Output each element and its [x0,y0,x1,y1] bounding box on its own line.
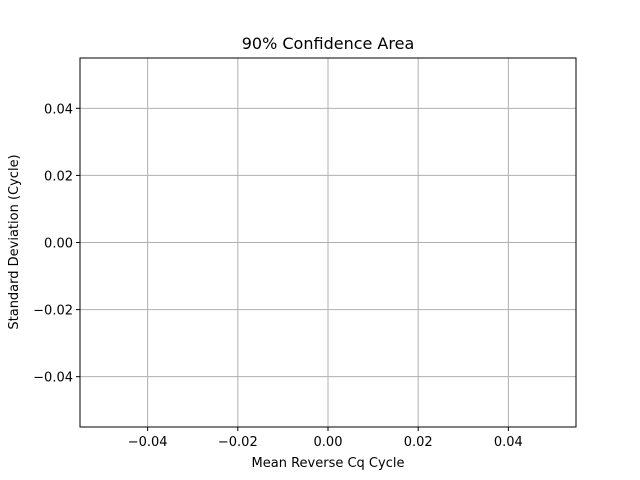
grid [80,58,576,427]
y-axis-label: Standard Deviation (Cycle) [7,154,22,329]
y-tick-label: 0.04 [44,102,73,117]
x-tick-label: −0.02 [218,435,258,450]
y-axis: 0.04 0.02 0.00 −0.02 −0.04 [33,102,80,386]
x-tick-label: −0.04 [128,435,168,450]
y-tick-label: 0.02 [44,169,73,184]
chart-title: 90% Confidence Area [242,34,415,53]
y-tick-label: −0.02 [33,304,73,319]
x-axis-label: Mean Reverse Cq Cycle [252,456,405,471]
y-tick-label: −0.04 [33,371,73,386]
x-tick-label: 0.04 [494,435,523,450]
y-tick-label: 0.00 [44,237,73,252]
x-tick-label: 0.00 [314,435,343,450]
x-axis: −0.04 −0.02 0.00 0.02 0.04 [128,427,523,450]
x-tick-label: 0.02 [404,435,433,450]
